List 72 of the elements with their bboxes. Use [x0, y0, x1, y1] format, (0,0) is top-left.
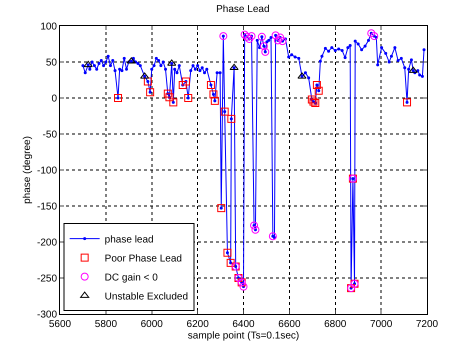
point	[226, 258, 235, 267]
point	[223, 248, 232, 257]
point	[219, 32, 228, 40]
point	[250, 221, 258, 230]
point	[184, 94, 192, 102]
point	[182, 77, 190, 86]
point	[311, 99, 320, 108]
point	[84, 60, 93, 68]
point	[367, 29, 376, 38]
point	[309, 98, 318, 106]
point	[260, 42, 268, 50]
point	[245, 34, 254, 43]
point	[227, 114, 236, 123]
y-tick-label: 0	[51, 94, 58, 104]
point	[126, 57, 136, 64]
point	[209, 90, 218, 98]
x-tick-label: 6800	[324, 319, 347, 330]
point	[251, 226, 260, 234]
x-tick-label: 7000	[370, 319, 393, 330]
point	[230, 64, 239, 70]
y-tick-label: -50	[42, 130, 58, 140]
point	[240, 30, 249, 39]
point	[274, 36, 282, 44]
point	[240, 282, 248, 291]
legend-label: phase lead	[104, 234, 154, 246]
point	[178, 81, 187, 90]
y-tick-label: -250	[36, 274, 58, 284]
point	[248, 32, 256, 40]
point	[258, 32, 266, 41]
y-tick-label: -200	[36, 238, 58, 248]
legend-label: Poor Phase Lead	[104, 254, 182, 265]
y-tick-label: -150	[36, 202, 58, 212]
x-tick-label: 6200	[186, 319, 210, 330]
y-tick-label: 50	[46, 58, 58, 68]
x-tick-label: 5800	[94, 319, 118, 330]
point	[210, 96, 219, 105]
y-tick-label: -300	[36, 310, 58, 320]
point	[146, 88, 154, 96]
x-tick-label: 5600	[48, 319, 72, 330]
point	[403, 98, 412, 106]
point	[206, 81, 215, 90]
point	[114, 94, 122, 102]
x-tick-label: 6400	[232, 319, 256, 330]
point	[140, 72, 150, 79]
point	[314, 86, 323, 95]
x-tick-label: 7200	[416, 319, 439, 330]
point	[217, 204, 226, 212]
point	[167, 59, 176, 66]
point	[272, 31, 280, 40]
point	[308, 95, 316, 104]
point	[144, 77, 152, 86]
point	[297, 72, 307, 79]
x-axis-title: sample point (Ts=0.1sec)	[188, 330, 300, 342]
chart-title: Phase Lead	[216, 4, 270, 16]
point	[261, 48, 270, 56]
x-tick-label: 6600	[278, 319, 301, 330]
legend-label: Unstable Excluded	[104, 292, 188, 303]
y-tick-label: 100	[40, 22, 58, 32]
x-tick-label: 6000	[140, 319, 164, 330]
point	[276, 34, 284, 42]
point	[312, 81, 321, 90]
point	[169, 98, 178, 106]
point	[242, 32, 251, 41]
point	[164, 90, 172, 98]
point	[220, 108, 229, 116]
point	[165, 93, 174, 102]
legend-label: DC gain < 0	[104, 272, 158, 284]
y-axis-title: phase (degree)	[22, 136, 33, 204]
point	[268, 232, 277, 240]
point	[278, 37, 286, 46]
y-tick-label: -100	[36, 166, 58, 176]
point	[370, 32, 378, 40]
